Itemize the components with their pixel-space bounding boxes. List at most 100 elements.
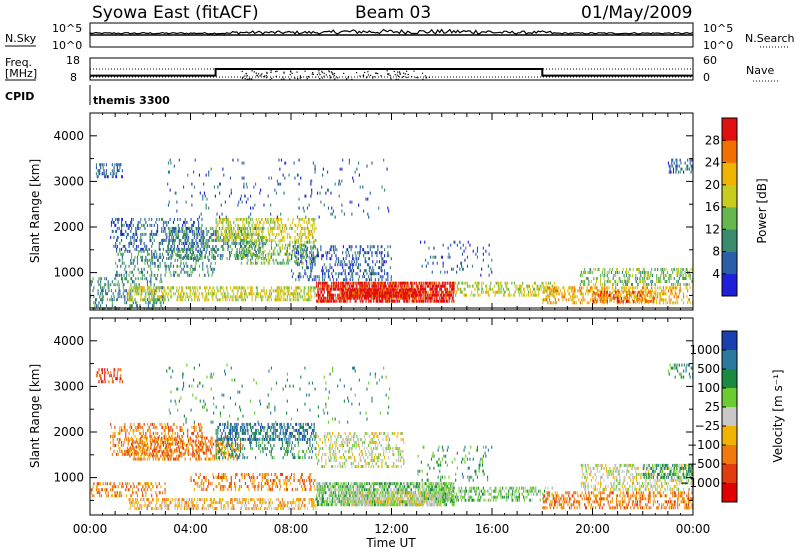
range-cell [157, 298, 159, 302]
range-cell [584, 298, 586, 302]
range-cell [110, 223, 113, 227]
range-cell [201, 239, 203, 242]
range-cell [233, 292, 235, 296]
range-cell [212, 245, 214, 248]
range-cell [308, 278, 310, 282]
range-cell [311, 254, 313, 258]
range-cell [482, 246, 484, 250]
range-cell [617, 299, 619, 303]
range-cell [424, 287, 426, 291]
range-cell [300, 295, 302, 299]
range-cell [169, 158, 171, 162]
range-cell [255, 258, 257, 262]
range-cell [243, 217, 245, 221]
range-cell [95, 298, 98, 302]
range-cell [236, 248, 238, 251]
range-cell [299, 246, 301, 250]
range-cell [351, 272, 353, 276]
range-cell [648, 277, 650, 280]
range-cell [225, 220, 227, 224]
range-cell [155, 277, 157, 281]
range-cell [150, 283, 152, 287]
range-cell [359, 248, 361, 252]
range-cell [295, 223, 297, 227]
range-cell [322, 293, 324, 297]
range-cell [505, 284, 507, 288]
range-cell [117, 292, 119, 296]
range-cell [164, 226, 166, 230]
range-cell [317, 251, 319, 255]
range-cell [160, 273, 162, 277]
range-cell [268, 232, 270, 236]
range-cell [296, 292, 299, 296]
range-cell [251, 292, 253, 296]
range-cell [210, 233, 212, 236]
range-cell [198, 239, 201, 242]
range-cell [447, 255, 449, 259]
range-cell [404, 299, 406, 303]
range-cell [170, 239, 172, 242]
range-cell [380, 275, 382, 279]
range-cell [376, 284, 378, 288]
range-cell [305, 298, 307, 302]
range-cell [235, 242, 237, 245]
range-cell [183, 244, 185, 248]
nave-point [335, 76, 337, 78]
range-cell [99, 169, 101, 173]
range-cell [451, 299, 453, 303]
range-cell [657, 277, 659, 280]
range-cell [623, 289, 625, 293]
range-cell [300, 240, 302, 244]
range-cell [246, 255, 248, 259]
range-cell [504, 281, 506, 285]
range-cell [521, 290, 523, 294]
range-cell [225, 232, 227, 236]
range-cell [672, 301, 674, 305]
range-cell [149, 235, 151, 239]
range-cell [141, 238, 143, 242]
range-cell [393, 294, 395, 298]
range-cell [670, 170, 672, 174]
range-cell [181, 242, 183, 245]
range-cell [224, 295, 226, 299]
range-cell [665, 298, 667, 302]
range-cell [496, 290, 498, 294]
range-cell [224, 238, 226, 242]
range-cell [351, 293, 353, 297]
range-cell [181, 289, 183, 293]
range-cell [673, 295, 675, 299]
range-cell [394, 291, 397, 295]
range-cell [316, 299, 318, 303]
range-cell [130, 277, 132, 281]
range-cell [448, 299, 450, 303]
range-cell [502, 293, 505, 297]
range-cell [212, 295, 214, 299]
range-cell [373, 288, 376, 292]
range-cell [116, 244, 118, 248]
range-cell [178, 227, 180, 230]
range-cell [127, 232, 129, 236]
range-cell [296, 286, 299, 290]
range-cell [404, 288, 407, 292]
range-cell [595, 292, 597, 296]
range-cell [264, 257, 266, 260]
range-cell [140, 247, 142, 251]
range-cell [142, 286, 144, 290]
range-cell [664, 292, 666, 296]
range-cell [467, 240, 469, 244]
range-cell [332, 275, 334, 279]
range-cell [349, 278, 351, 282]
range-cell [378, 266, 380, 270]
range-cell [644, 283, 646, 286]
range-cell [682, 268, 684, 271]
range-cell [164, 220, 166, 224]
range-cell [422, 296, 424, 300]
range-cell [334, 299, 336, 303]
range-cell [301, 254, 303, 258]
range-cell [403, 288, 405, 292]
range-cell [157, 223, 159, 227]
range-cell [587, 277, 589, 280]
range-cell [121, 252, 123, 256]
range-cell [377, 288, 379, 292]
range-cell [280, 292, 282, 296]
